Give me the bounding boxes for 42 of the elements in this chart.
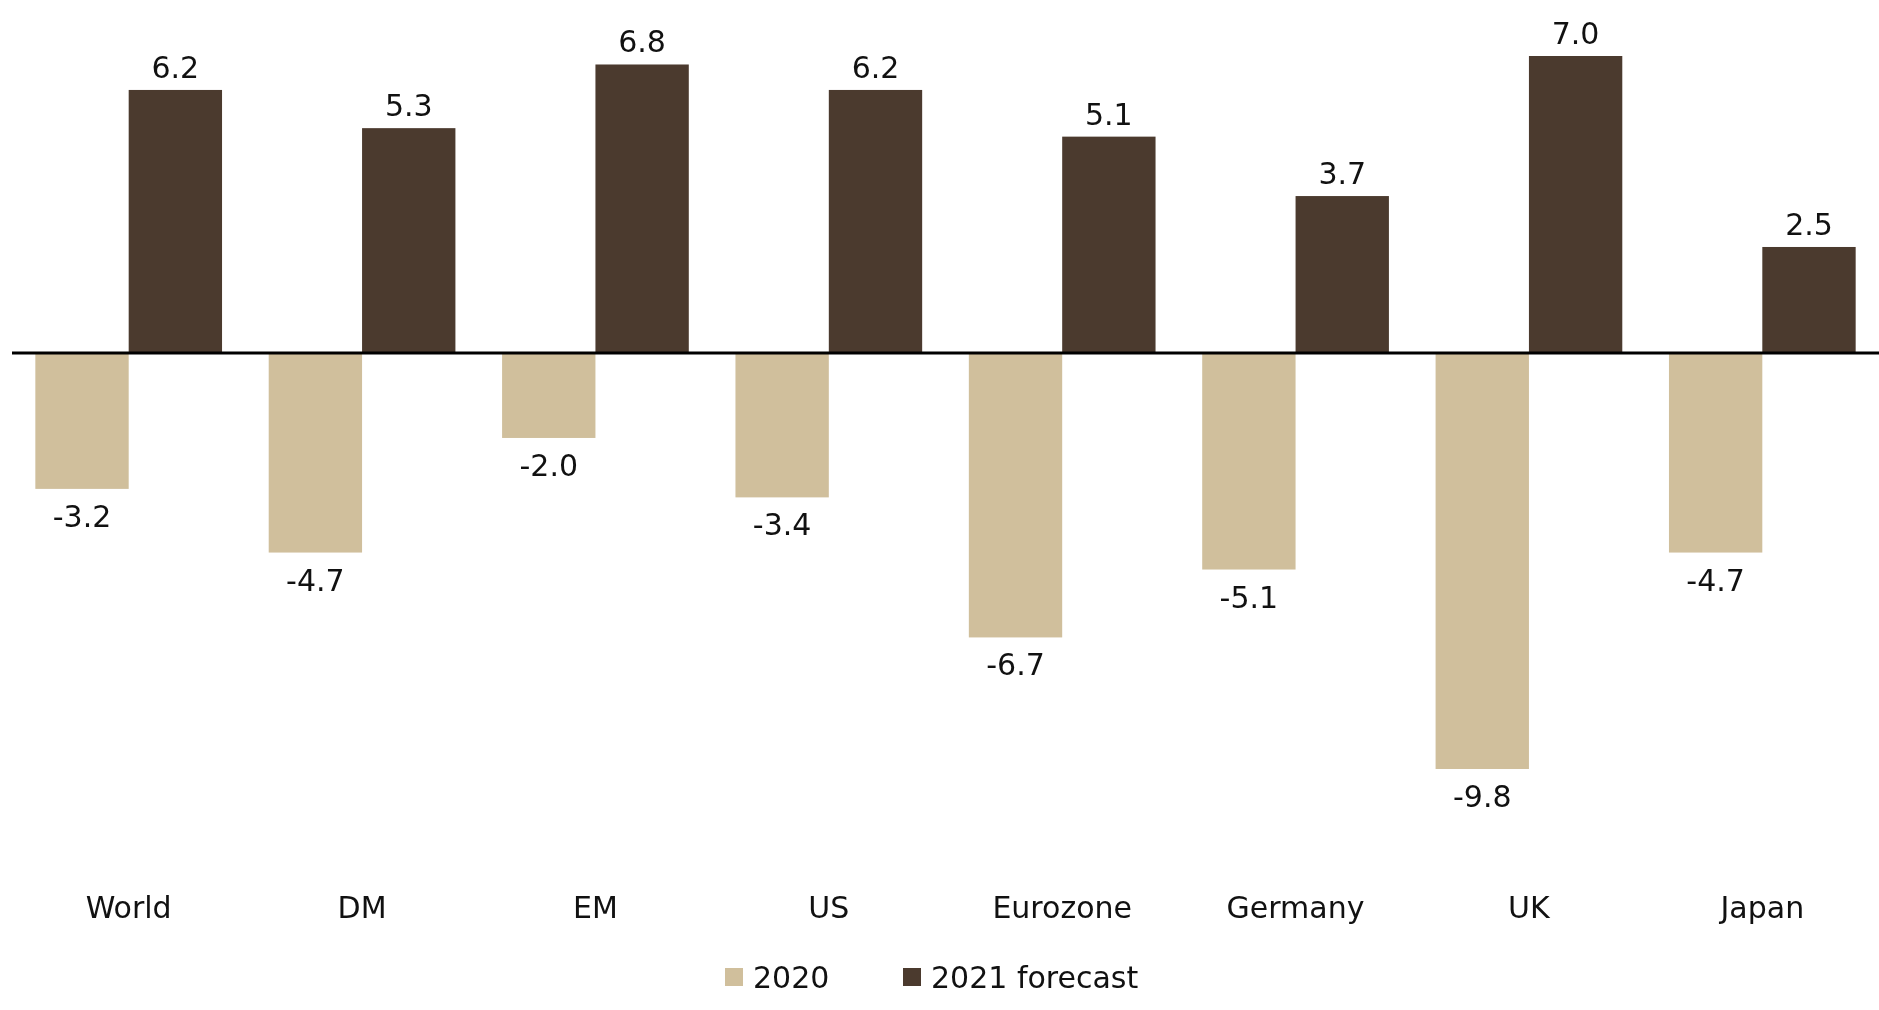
bar: [1528, 56, 1623, 354]
x-tick-label: Eurozone: [992, 890, 1132, 925]
data-label: 7.0: [1551, 16, 1600, 51]
x-tick-label: Germany: [1226, 890, 1365, 925]
bar: [128, 89, 223, 354]
bar: [1295, 196, 1389, 354]
bar: [362, 128, 456, 354]
x-tick-label: Japan: [1718, 890, 1805, 925]
data-label: 6.2: [851, 49, 900, 85]
bar: [35, 353, 129, 489]
bar: [1062, 136, 1156, 354]
data-label: -2.0: [519, 447, 579, 483]
data-label: -3.4: [752, 507, 812, 543]
data-label: 5.3: [384, 88, 433, 124]
data-label: -6.7: [986, 647, 1045, 683]
data-label: 2.5: [1785, 206, 1833, 242]
x-tick-label: UK: [1508, 890, 1552, 925]
bar: [735, 353, 829, 498]
bar: [828, 89, 923, 354]
bar: [595, 64, 689, 354]
x-tick-label: US: [808, 890, 850, 925]
data-label: 6.8: [618, 24, 666, 60]
data-label: -4.7: [1686, 562, 1745, 598]
bar: [268, 353, 363, 553]
bar: [968, 353, 1063, 638]
x-tick-label: DM: [337, 890, 387, 925]
data-label: -5.1: [1219, 579, 1279, 615]
data-label: 5.1: [1085, 96, 1133, 132]
data-label: 3.7: [1318, 156, 1367, 192]
data-label: -9.8: [1452, 779, 1512, 814]
data-label: 6.2: [151, 49, 200, 85]
legend-label: 2021 forecast: [931, 960, 1139, 995]
bar: [1435, 353, 1529, 769]
legend-label: 2020: [753, 960, 830, 995]
x-tick-label: EM: [573, 890, 618, 925]
bar: [1202, 353, 1296, 570]
bar: [1762, 246, 1856, 354]
bar: [502, 353, 596, 438]
data-label: -4.7: [286, 562, 345, 598]
data-label: -3.2: [52, 498, 112, 534]
bar: [1668, 353, 1763, 553]
x-tick-label: World: [85, 890, 172, 925]
